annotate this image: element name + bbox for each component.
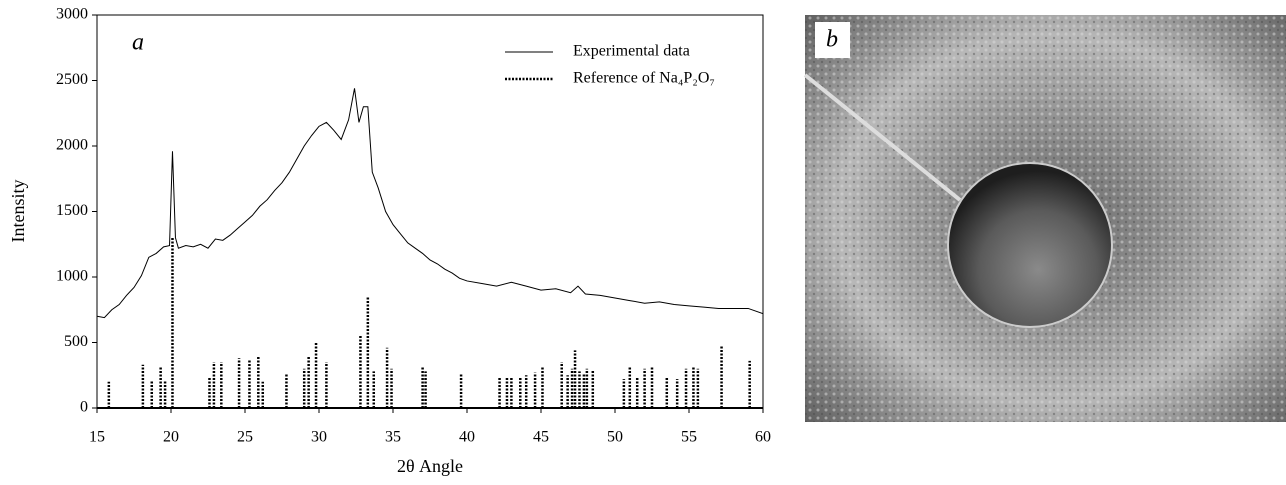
x-tick-label: 50 [607, 429, 623, 446]
y-tick-label: 2500 [56, 71, 88, 88]
y-tick-label: 2000 [56, 137, 88, 154]
photo-edge [803, 73, 962, 202]
y-tick-label: 0 [80, 399, 88, 416]
y-tick-label: 500 [64, 333, 88, 350]
photo-panel: b [803, 15, 1286, 422]
legend-label: Reference of Na₄P₂O₇ [573, 70, 715, 87]
x-tick-label: 45 [533, 429, 549, 446]
x-axis-label: 2θ Angle [397, 456, 463, 476]
x-tick-label: 40 [459, 429, 475, 446]
photo-hole [947, 162, 1113, 328]
panel-label-box [815, 22, 850, 58]
x-tick-label: 30 [311, 429, 327, 446]
y-tick-label: 3000 [56, 6, 88, 23]
x-tick-label: 25 [237, 429, 253, 446]
y-tick-label: 1000 [56, 268, 88, 285]
x-tick-label: 55 [681, 429, 697, 446]
legend-label: Experimental data [573, 43, 690, 60]
y-axis-label: Intensity [8, 180, 28, 243]
y-tick-label: 1500 [56, 202, 88, 219]
panel-label: b [826, 27, 838, 53]
panel-label: a [132, 30, 144, 56]
x-tick-label: 20 [163, 429, 179, 446]
x-tick-label: 60 [755, 429, 771, 446]
x-tick-label: 35 [385, 429, 401, 446]
data-line [96, 88, 764, 319]
x-tick-label: 15 [89, 429, 105, 446]
